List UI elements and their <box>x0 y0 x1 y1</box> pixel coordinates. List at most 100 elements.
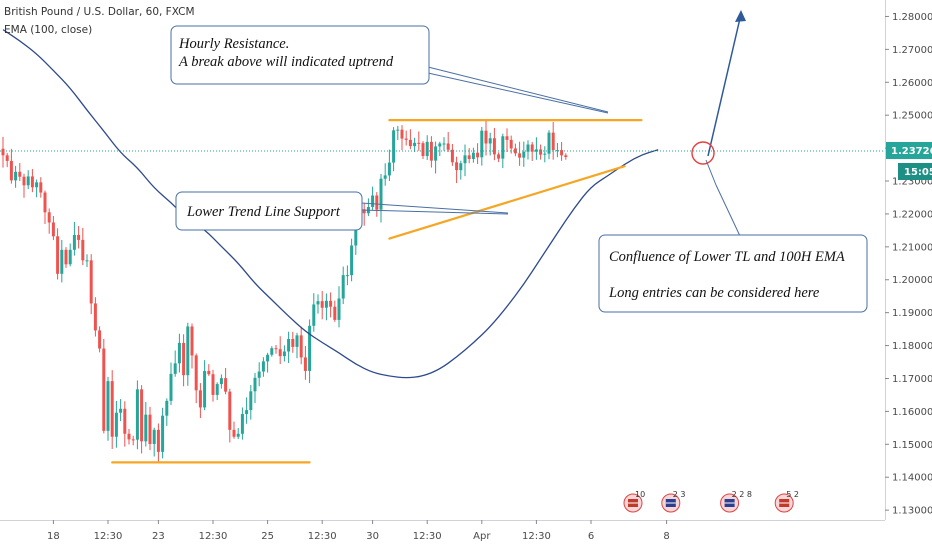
annotation-support[interactable]: Lower Trend Line Support <box>175 191 363 231</box>
annotation-resistance[interactable]: Hourly Resistance. A break above will in… <box>170 25 430 85</box>
event-3-icon[interactable]: 2 2 8 <box>720 490 752 513</box>
annotation-resistance-line-1: Hourly Resistance. <box>178 36 289 52</box>
x-tick-label: 12:30 <box>413 531 442 542</box>
candle <box>148 406 152 451</box>
forecast-arrow-line <box>707 13 742 157</box>
event-4-count: 5 2 <box>786 490 799 499</box>
candle <box>392 127 396 172</box>
y-tick-label: 1.16000 <box>892 407 932 418</box>
candle <box>64 247 68 268</box>
candle <box>333 300 337 322</box>
x-tick-label: 6 <box>588 531 594 542</box>
event-4-icon[interactable]: 5 2 <box>774 490 799 513</box>
event-2-icon[interactable]: 2 3 <box>661 490 686 513</box>
trend-lines[interactable] <box>111 119 643 464</box>
candle <box>198 383 202 419</box>
candle <box>106 376 110 441</box>
candle <box>534 137 538 160</box>
candle <box>308 319 312 384</box>
candle <box>312 293 316 332</box>
ema-100-line <box>2 29 659 379</box>
candle <box>371 186 375 211</box>
y-tick-label: 1.21000 <box>892 242 932 253</box>
candle <box>442 137 446 151</box>
candle <box>81 227 85 266</box>
candle <box>455 156 459 184</box>
time-axis[interactable]: 18 12:30 23 12:30 25 12:30 30 12:30 Apr 12:30 6 8 <box>47 520 670 542</box>
price-axis-background[interactable] <box>885 0 932 550</box>
candle <box>9 148 13 184</box>
resistance-callout-pointer <box>427 66 609 113</box>
candle <box>408 129 412 150</box>
candle <box>26 170 30 190</box>
y-tick-label: 1.23000 <box>892 177 932 188</box>
candle <box>140 385 144 454</box>
candle <box>165 398 169 426</box>
candle <box>14 165 18 188</box>
candle <box>47 208 51 234</box>
candle <box>18 162 22 182</box>
candle <box>56 228 60 280</box>
candle <box>253 372 257 404</box>
candle <box>224 367 228 395</box>
y-tick-label: 1.17000 <box>892 374 932 385</box>
y-tick-label: 1.18000 <box>892 341 932 352</box>
time-axis-background[interactable] <box>0 520 885 550</box>
y-tick-label: 1.26000 <box>892 78 932 89</box>
candle <box>173 350 177 377</box>
economic-events[interactable]: 10 2 3 2 2 8 5 2 <box>623 490 799 513</box>
candle <box>459 160 463 180</box>
candle <box>316 294 320 314</box>
candle <box>266 352 270 373</box>
candle <box>329 292 333 318</box>
candle <box>320 291 324 320</box>
candle <box>39 177 43 198</box>
candle <box>467 148 471 164</box>
candle <box>434 141 438 174</box>
event-2-count: 2 3 <box>673 490 686 499</box>
candle <box>530 141 534 161</box>
trend-line-lower-trend-line[interactable] <box>388 165 626 240</box>
support-callout-pointer <box>360 202 509 214</box>
candle <box>492 127 496 161</box>
event-1-count: 10 <box>635 490 645 499</box>
bar-countdown: 15:05 <box>904 167 932 178</box>
candle <box>30 169 34 193</box>
event-1-icon[interactable]: 10 <box>623 490 645 513</box>
candle <box>194 353 198 404</box>
y-tick-label: 1.22000 <box>892 209 932 220</box>
candle <box>215 382 219 401</box>
annotation-resistance-line-2: A break above will indicated uptrend <box>178 54 394 70</box>
annotation-confluence-line-2: Long entries can be considered here <box>608 285 820 301</box>
candle <box>362 202 366 226</box>
candle <box>396 125 400 140</box>
y-tick-label: 1.25000 <box>892 111 932 122</box>
support-callout-pointer-2 <box>360 209 509 215</box>
candle <box>282 345 286 362</box>
candle <box>345 265 349 286</box>
candle <box>404 130 408 146</box>
legend-indicator[interactable]: EMA (100, close) <box>4 24 92 36</box>
legend-symbol[interactable]: British Pound / U.S. Dollar, 60, FXCM <box>4 6 195 18</box>
price-axis[interactable]: 1.280001.270001.260001.250001.240001.230… <box>885 12 932 517</box>
candle <box>43 190 47 225</box>
candle <box>509 135 513 154</box>
candle <box>257 362 261 387</box>
candle <box>497 152 501 163</box>
candle <box>169 362 173 405</box>
confluence-callout-pointer-2 <box>715 184 741 237</box>
candle <box>270 346 274 357</box>
candle <box>119 399 123 422</box>
x-tick-label: 23 <box>152 531 165 542</box>
candle <box>240 407 244 440</box>
candle <box>219 374 223 389</box>
candle <box>551 122 555 160</box>
confluence-circle-marker <box>691 141 715 165</box>
candle <box>303 345 307 380</box>
annotation-confluence[interactable]: Confluence of Lower TL and 100H EMA Long… <box>598 234 868 313</box>
candle <box>425 135 429 160</box>
candle <box>228 388 232 443</box>
forecast-arrow-head-icon <box>735 10 746 22</box>
